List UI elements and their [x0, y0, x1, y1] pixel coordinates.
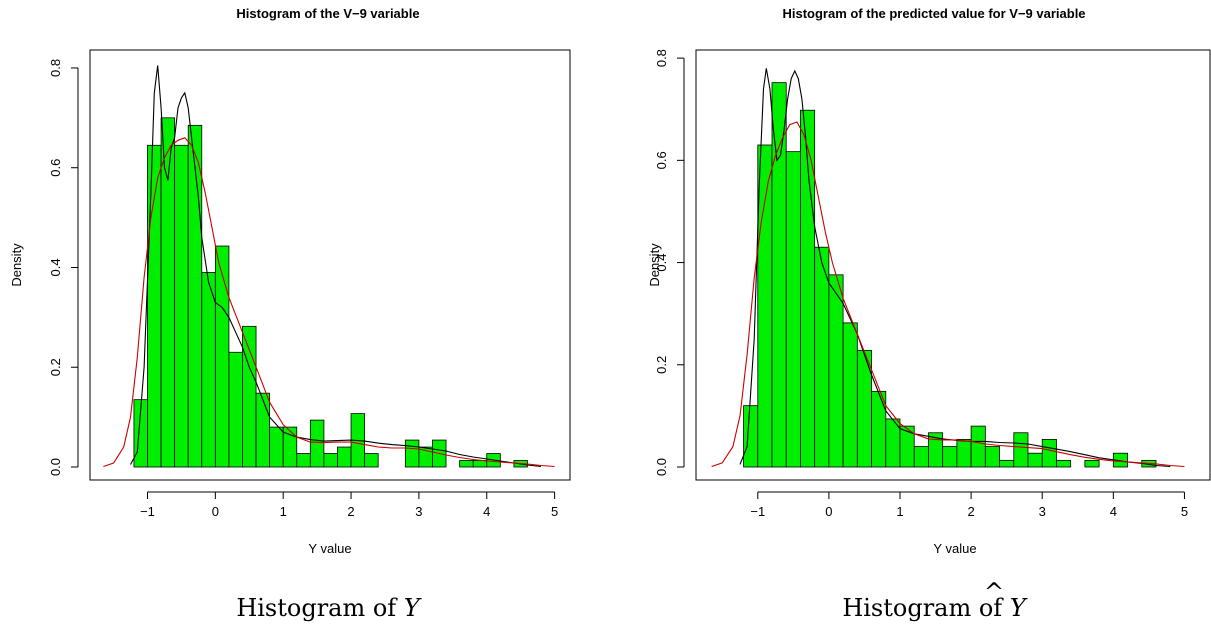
histogram-bar — [187, 124, 203, 468]
histogram-bar — [269, 426, 284, 468]
caption-hat-accent: ^ — [984, 578, 1004, 606]
histogram-bar — [814, 246, 830, 468]
histogram-bar — [785, 151, 801, 468]
histogram-panel-right: Histogram of the predicted value for V−9… — [647, 6, 1211, 622]
panel-caption: Histogram of Y — [842, 594, 1028, 622]
histogram-bar — [404, 439, 420, 468]
histogram-bar — [743, 405, 759, 468]
density-curves — [103, 65, 555, 468]
x-tick-label: 0 — [212, 504, 219, 519]
histogram-bar — [296, 453, 311, 468]
chart-title: Histogram of the V−9 variable — [236, 6, 419, 21]
density-curve — [130, 65, 542, 468]
x-tick-label: 1 — [280, 504, 287, 519]
x-tick-label: 4 — [1110, 504, 1117, 519]
x-tick-label: 1 — [896, 504, 903, 519]
plot-frame — [89, 49, 571, 481]
density-curve — [711, 121, 1185, 468]
histogram-bar — [459, 460, 474, 468]
plot-frame — [695, 49, 1211, 481]
histogram-bar — [1041, 438, 1057, 468]
histogram-bar — [160, 117, 176, 468]
y-axis-label: Density — [9, 243, 24, 287]
histogram-bars — [133, 117, 528, 468]
x-tick-label: 5 — [551, 504, 558, 519]
histogram-bar — [842, 322, 858, 468]
x-axis: −1 0 1 2 3 4 5 — [140, 491, 558, 519]
histogram-bar — [174, 144, 189, 468]
y-axis: 0.0 0.2 0.4 0.6 0.8 — [654, 49, 685, 476]
histogram-bar — [956, 438, 972, 468]
y-axis-label: Density — [647, 243, 662, 287]
histogram-bar — [942, 446, 958, 468]
y-tick-label: 0.2 — [654, 356, 669, 374]
x-tick-label: 4 — [483, 504, 490, 519]
chart-title: Histogram of the predicted value for V−9… — [782, 6, 1085, 21]
histogram-bar — [1013, 432, 1029, 468]
histogram-bar — [472, 460, 488, 468]
x-tick-label: 3 — [415, 504, 422, 519]
histogram-bar — [214, 245, 230, 468]
histogram-bar — [828, 274, 844, 468]
histogram-bar — [913, 446, 929, 468]
y-tick-label: 0.4 — [48, 258, 63, 276]
histogram-panel-left: Histogram of the V−9 variable Y value De… — [9, 6, 571, 622]
density-curves — [711, 68, 1185, 468]
caption-variable: Y — [1010, 594, 1028, 622]
histogram-bar — [201, 272, 216, 468]
caption-text: Histogram of — [236, 594, 404, 622]
y-tick-label: 0.8 — [48, 59, 63, 77]
x-tick-label: −1 — [750, 504, 765, 519]
histogram-bar — [364, 453, 379, 468]
histogram-bar — [242, 325, 257, 468]
histogram-bar — [282, 426, 298, 468]
panel-caption: Histogram of Y — [236, 594, 422, 622]
y-tick-label: 0.8 — [654, 49, 669, 67]
y-tick-label: 0.0 — [48, 458, 63, 476]
histogram-bar — [309, 419, 325, 468]
x-tick-label: 2 — [347, 504, 354, 519]
y-tick-label: 0.2 — [48, 358, 63, 376]
histogram-bar — [871, 390, 887, 468]
caption-text: Histogram of — [842, 594, 1010, 622]
histogram-bar — [228, 351, 243, 468]
x-tick-label: 0 — [825, 504, 832, 519]
y-tick-label: 0.4 — [654, 254, 669, 272]
histogram-bar — [1084, 459, 1100, 468]
x-tick-label: 5 — [1181, 504, 1188, 519]
histogram-bar — [970, 425, 986, 468]
x-tick-label: −1 — [140, 504, 155, 519]
histogram-bar — [147, 144, 162, 468]
histogram-bar — [1027, 452, 1043, 468]
histogram-bars — [743, 82, 1157, 468]
histogram-bar — [999, 459, 1015, 468]
y-axis: 0.0 0.2 0.4 0.6 0.8 — [48, 59, 79, 476]
histogram-bar — [984, 446, 1000, 468]
y-tick-label: 0.0 — [654, 458, 669, 476]
y-tick-label: 0.6 — [654, 151, 669, 169]
x-tick-label: 2 — [967, 504, 974, 519]
caption-variable: Y — [404, 594, 422, 622]
histogram-bar — [337, 446, 352, 468]
x-tick-label: 3 — [1039, 504, 1046, 519]
density-curve — [103, 137, 555, 468]
histogram-bar — [1056, 459, 1072, 468]
histogram-bar — [323, 453, 338, 468]
x-axis-label: Y value — [933, 541, 976, 556]
x-axis: −1 0 1 2 3 4 5 — [750, 491, 1188, 519]
histogram-bar — [255, 392, 271, 468]
histogram-bar — [757, 144, 773, 468]
y-tick-label: 0.6 — [48, 159, 63, 177]
x-axis-label: Y value — [308, 541, 351, 556]
